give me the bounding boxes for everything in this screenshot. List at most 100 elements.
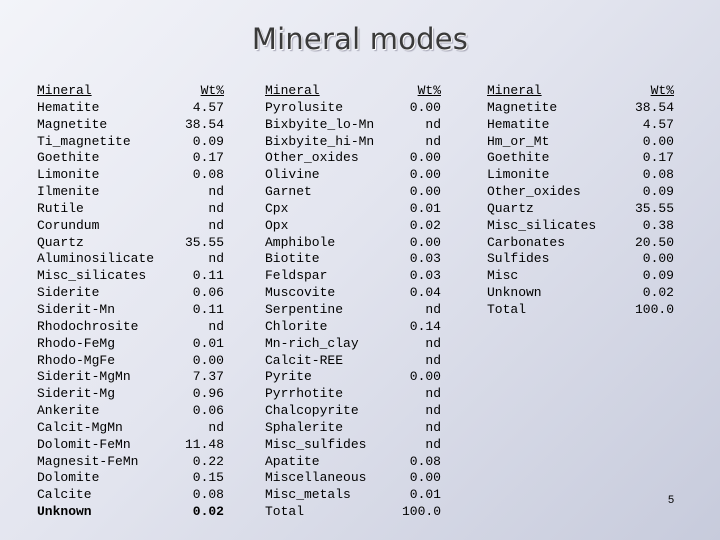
mineral-value: nd bbox=[425, 133, 441, 149]
mineral-value: 20.50 bbox=[634, 234, 674, 250]
mineral-name: Hm_or_Mt bbox=[487, 133, 550, 149]
table-row: Quartz 35.55 bbox=[37, 235, 224, 252]
mineral-value: nd bbox=[425, 386, 441, 402]
table-row: Corundum nd bbox=[37, 218, 224, 235]
mineral-table-3: Mineral Wt% Magnetite 38.54 Hematite 4.57 … bbox=[487, 83, 674, 319]
table-row: Chlorite 0.14 bbox=[265, 319, 441, 336]
table-row: Ilmenite nd bbox=[37, 184, 224, 201]
table-row: Magnetite 38.54 bbox=[487, 100, 674, 117]
mineral-value: nd bbox=[208, 318, 224, 334]
mineral-name: Hematite bbox=[37, 99, 100, 115]
mineral-name: Quartz bbox=[37, 234, 84, 250]
mineral-name: Limonite bbox=[487, 167, 550, 183]
mineral-value: nd bbox=[425, 335, 441, 351]
table-row: Unknown 0.02 bbox=[487, 285, 674, 302]
mineral-name: Garnet bbox=[265, 184, 312, 200]
table-row: Goethite 0.17 bbox=[37, 150, 224, 167]
mineral-name: Total bbox=[487, 301, 527, 317]
mineral-value: 0.09 bbox=[192, 133, 224, 149]
mineral-name: Unknown bbox=[487, 285, 542, 301]
table-row: Hm_or_Mt 0.00 bbox=[487, 134, 674, 151]
table-row: Muscovite 0.04 bbox=[265, 285, 441, 302]
page-number: 5 bbox=[668, 494, 675, 506]
table-row: Misc 0.09 bbox=[487, 268, 674, 285]
table-row: Siderit-Mg 0.96 bbox=[37, 386, 224, 403]
mineral-value: nd bbox=[425, 352, 441, 368]
mineral-value: 4.57 bbox=[192, 99, 224, 115]
table-row: Apatite 0.08 bbox=[265, 454, 441, 471]
mineral-name: Feldspar bbox=[265, 268, 328, 284]
mineral-name: Sphalerite bbox=[265, 419, 344, 435]
mineral-name: Cpx bbox=[265, 200, 289, 216]
mineral-value: 0.01 bbox=[192, 335, 224, 351]
mineral-name: Calcit-REE bbox=[265, 352, 344, 368]
mineral-value: 0.08 bbox=[192, 167, 224, 183]
mineral-name: Misc bbox=[487, 268, 519, 284]
mineral-name: Hematite bbox=[487, 116, 550, 132]
mineral-name: Ilmenite bbox=[37, 184, 100, 200]
mineral-name: Sulfides bbox=[487, 251, 550, 267]
table-row: Misc_sulfides nd bbox=[265, 437, 441, 454]
mineral-name: Quartz bbox=[487, 200, 534, 216]
table-row: Magnesit-FeMn 0.22 bbox=[37, 454, 224, 471]
mineral-value: 0.04 bbox=[409, 285, 441, 301]
table-row: Calcit-MgMn nd bbox=[37, 420, 224, 437]
mineral-value: 0.38 bbox=[642, 217, 674, 233]
mineral-name: Siderit-Mg bbox=[37, 386, 116, 402]
mineral-value: 0.22 bbox=[192, 453, 224, 469]
mineral-value: nd bbox=[425, 403, 441, 419]
table-row: Chalcopyrite nd bbox=[265, 403, 441, 420]
header-mineral-label: Mineral bbox=[487, 83, 542, 98]
mineral-value: 35.55 bbox=[184, 234, 224, 250]
table-row: Magnetite 38.54 bbox=[37, 117, 224, 134]
mineral-value: nd bbox=[425, 116, 441, 132]
table-row-total: Total 100.0 bbox=[265, 504, 441, 521]
mineral-name: Rhodochrosite bbox=[37, 318, 139, 334]
mineral-name: Rhodo-MgFe bbox=[37, 352, 116, 368]
mineral-value: nd bbox=[425, 436, 441, 452]
mineral-value: 7.37 bbox=[192, 369, 224, 385]
mineral-value: 0.06 bbox=[192, 285, 224, 301]
table-row: Calcit-REE nd bbox=[265, 353, 441, 370]
mineral-name: Pyrite bbox=[265, 369, 312, 385]
table-row: Ankerite 0.06 bbox=[37, 403, 224, 420]
mineral-name: Dolomite bbox=[37, 470, 100, 486]
mineral-value: 0.03 bbox=[409, 251, 441, 267]
mineral-value: 0.00 bbox=[642, 133, 674, 149]
header-wt-label: Wt% bbox=[650, 83, 674, 98]
mineral-name: Siderit-Mn bbox=[37, 301, 116, 317]
mineral-name: Misc_metals bbox=[265, 487, 351, 503]
table-header-row: Mineral Wt% bbox=[487, 83, 674, 100]
mineral-name: Dolomit-FeMn bbox=[37, 436, 131, 452]
mineral-name: Mn-rich_clay bbox=[265, 335, 359, 351]
mineral-name: Goethite bbox=[487, 150, 550, 166]
table-header-row: Mineral Wt% bbox=[265, 83, 441, 100]
table-row-unknown: Unknown 0.02 bbox=[37, 504, 224, 521]
table-row: Dolomit-FeMn 11.48 bbox=[37, 437, 224, 454]
table-row: Miscellaneous 0.00 bbox=[265, 470, 441, 487]
mineral-name: Pyrolusite bbox=[265, 99, 344, 115]
mineral-name: Limonite bbox=[37, 167, 100, 183]
mineral-value: 0.00 bbox=[409, 184, 441, 200]
mineral-name: Aluminosilicate bbox=[37, 251, 155, 267]
mineral-name: Amphibole bbox=[265, 234, 336, 250]
table-row: Limonite 0.08 bbox=[487, 167, 674, 184]
mineral-value: 0.02 bbox=[642, 285, 674, 301]
mineral-name: Ti_magnetite bbox=[37, 133, 131, 149]
mineral-name: Ankerite bbox=[37, 403, 100, 419]
mineral-value: 0.00 bbox=[409, 167, 441, 183]
mineral-value: 0.00 bbox=[409, 99, 441, 115]
table-row: Pyrrhotite nd bbox=[265, 386, 441, 403]
mineral-value: 11.48 bbox=[184, 436, 224, 452]
table-row: Dolomite 0.15 bbox=[37, 470, 224, 487]
mineral-value: 0.17 bbox=[192, 150, 224, 166]
mineral-name: Apatite bbox=[265, 453, 320, 469]
mineral-value: 0.15 bbox=[192, 470, 224, 486]
mineral-name: Opx bbox=[265, 217, 289, 233]
table-row: Siderite 0.06 bbox=[37, 285, 224, 302]
mineral-value: 0.00 bbox=[409, 369, 441, 385]
mineral-value: nd bbox=[208, 200, 224, 216]
mineral-value: 0.03 bbox=[409, 268, 441, 284]
mineral-name: Carbonates bbox=[487, 234, 566, 250]
mineral-name: Muscovite bbox=[265, 285, 336, 301]
